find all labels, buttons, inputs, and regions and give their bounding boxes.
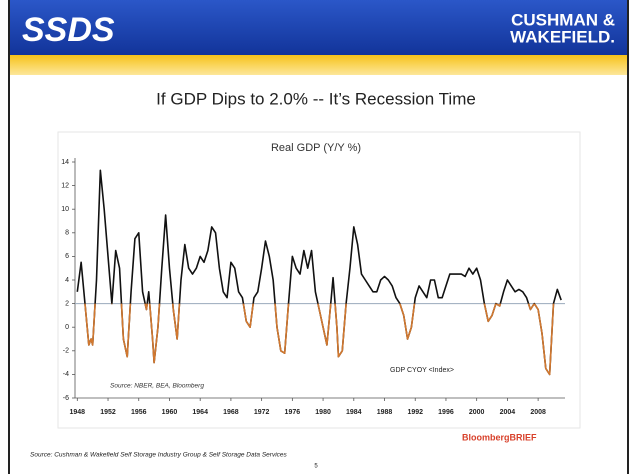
y-tick-label: 14	[61, 159, 69, 166]
legend-entry: GDP CYOY <Index>	[390, 367, 454, 374]
x-tick-label: 1968	[223, 409, 239, 416]
x-tick-label: 1980	[315, 409, 331, 416]
y-tick-label: -4	[63, 371, 69, 378]
annotation: Source: NBER, BEA, Bloomberg	[110, 383, 204, 390]
x-tick-label: 1976	[285, 409, 301, 416]
x-tick-label: 2004	[500, 409, 516, 416]
header-bar	[10, 0, 627, 55]
y-tick-label: 2	[65, 300, 69, 307]
y-tick-label: 6	[65, 253, 69, 260]
y-tick-label: 4	[65, 277, 69, 284]
header-band	[10, 55, 627, 75]
x-tick-label: 1948	[70, 409, 86, 416]
logo: SSDS	[22, 11, 115, 49]
x-tick-label: 1952	[100, 409, 116, 416]
x-tick-label: 1996	[438, 409, 454, 416]
x-tick-label: 1992	[407, 409, 423, 416]
y-tick-label: -6	[63, 395, 69, 402]
y-tick-label: 12	[61, 182, 69, 189]
x-tick-label: 1972	[254, 409, 270, 416]
footer-source: Source: Cushman & Wakefield Self Storage…	[30, 452, 288, 459]
x-tick-label: 1960	[162, 409, 178, 416]
chart-title: Real GDP (Y/Y %)	[271, 142, 361, 154]
brand: WAKEFIELD.	[510, 27, 615, 46]
x-tick-label: 1964	[192, 409, 208, 416]
y-tick-label: 0	[65, 324, 69, 331]
chart-frame	[57, 131, 581, 429]
y-tick-label: 8	[65, 230, 69, 237]
brand: CUSHMAN &	[511, 10, 615, 29]
y-tick-label: 10	[61, 206, 69, 213]
page-number: 5	[314, 464, 318, 470]
x-tick-label: 2008	[530, 409, 546, 416]
chart-brand: BloombergBRIEF	[462, 432, 537, 442]
slide-title: If GDP Dips to 2.0% -- It’s Recession Ti…	[156, 89, 476, 108]
series-line-below	[84, 303, 555, 376]
y-tick-label: -2	[63, 348, 69, 355]
x-tick-label: 1956	[131, 409, 147, 416]
x-tick-label: 2000	[469, 409, 485, 416]
x-tick-label: 1984	[346, 409, 362, 416]
x-tick-label: 1988	[377, 409, 393, 416]
